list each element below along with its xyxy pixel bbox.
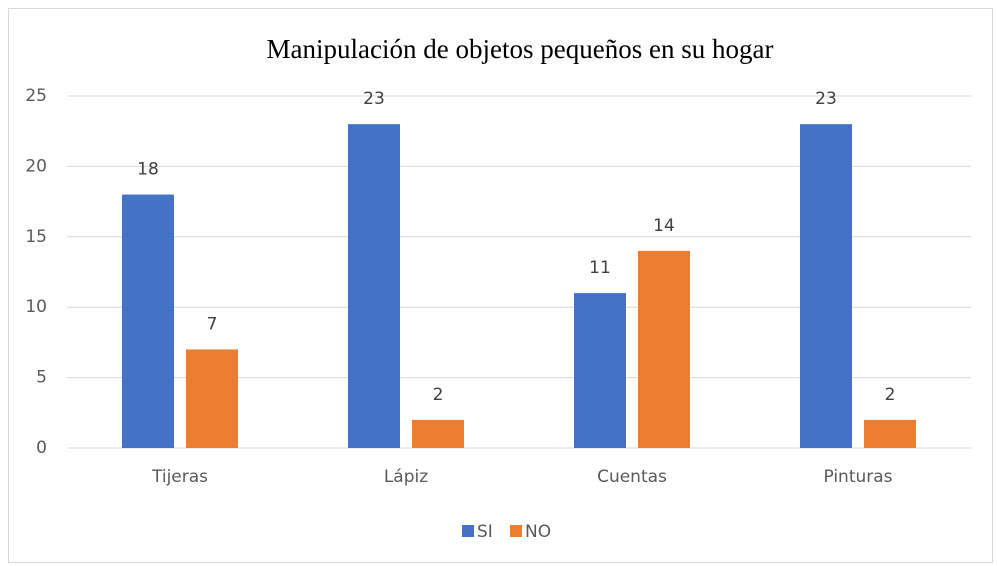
x-tick-label: Lápiz [384,467,428,487]
y-tick-label: 10 [25,297,47,317]
bar [574,293,626,448]
y-tick-label: 15 [25,227,47,247]
legend-swatch [510,525,522,537]
legend-label: SI [477,522,493,542]
data-label: 2 [885,385,896,405]
x-tick-label: Tijeras [151,467,208,487]
data-label: 11 [589,258,611,278]
y-tick-label: 20 [25,156,47,176]
y-tick-label: 0 [36,438,47,458]
bar [122,194,174,448]
data-label: 23 [815,89,837,109]
bar [412,419,464,448]
bar [864,419,916,448]
x-tick-label: Pinturas [823,467,892,487]
bar [800,124,852,448]
bar [348,124,400,448]
data-label: 7 [207,314,218,334]
data-label: 14 [653,216,675,236]
bar [638,250,690,448]
y-tick-label: 5 [36,368,47,388]
x-tick-label: Cuentas [597,467,667,487]
legend-label: NO [525,522,551,542]
bar [186,349,238,448]
y-tick-label: 25 [25,86,47,106]
data-label: 23 [363,89,385,109]
legend-swatch [462,525,474,537]
data-label: 18 [137,160,159,180]
chart-title: Manipulación de objetos pequeños en su h… [267,34,774,64]
data-label: 2 [433,385,444,405]
